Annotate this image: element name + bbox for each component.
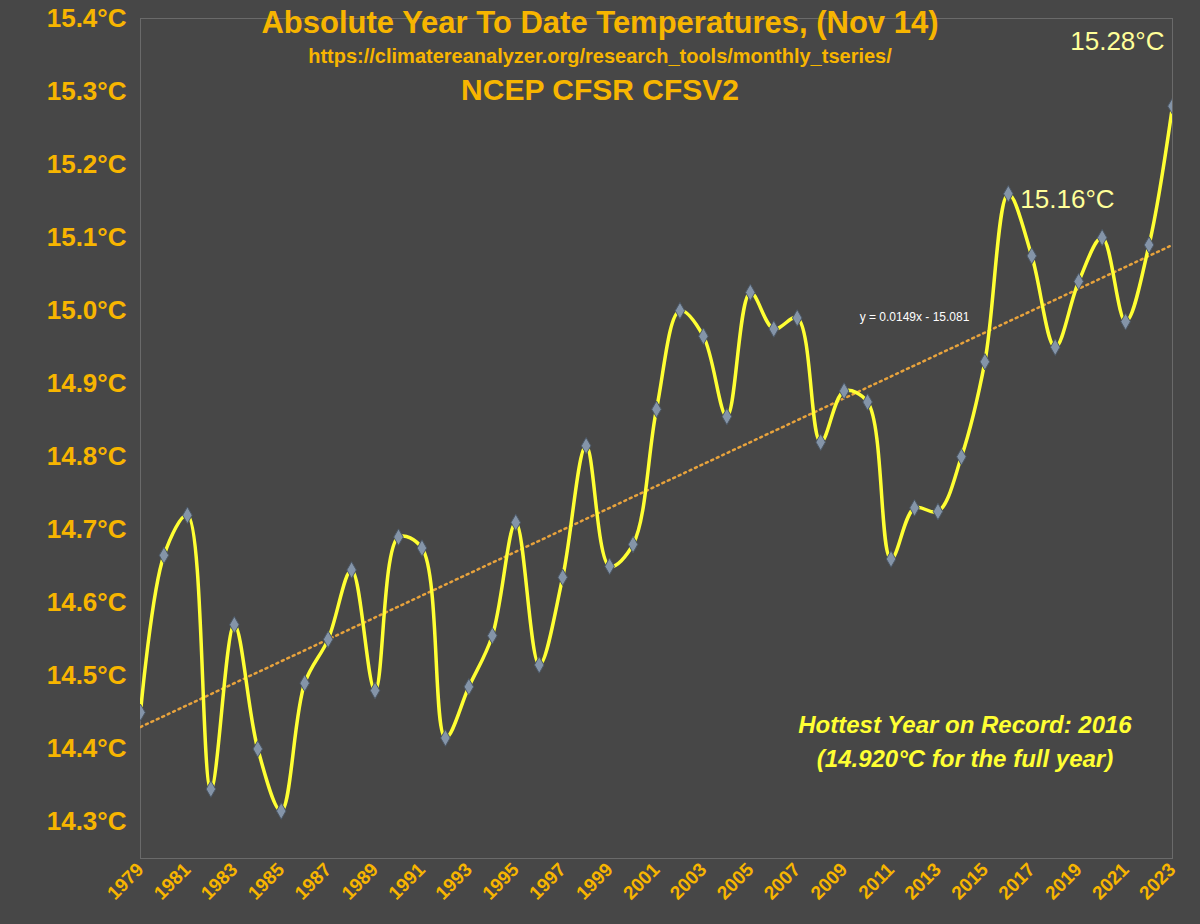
svg-text:2009: 2009: [807, 859, 852, 904]
svg-text:1979: 1979: [103, 859, 148, 904]
svg-text:15.28°C: 15.28°C: [1070, 26, 1164, 56]
svg-text:2023: 2023: [1135, 859, 1180, 904]
svg-text:15.16°C: 15.16°C: [1020, 184, 1114, 214]
html-text:Absolute Year To Date Temperat: Absolute Year To Date Temperatures, (Nov…: [261, 5, 939, 40]
svg-text:1985: 1985: [244, 858, 289, 903]
svg-text:14.8°C: 14.8°C: [47, 441, 127, 471]
svg-text:14.6°C: 14.6°C: [47, 587, 127, 617]
svg-text:15.1°C: 15.1°C: [47, 222, 127, 252]
svg-text:14.9°C: 14.9°C: [47, 368, 127, 398]
svg-text:1983: 1983: [197, 859, 242, 904]
svg-text:1993: 1993: [431, 859, 476, 904]
svg-text:2011: 2011: [854, 858, 898, 902]
svg-text:2013: 2013: [900, 859, 945, 904]
svg-text:14.4°C: 14.4°C: [47, 733, 127, 763]
svg-text:1999: 1999: [572, 859, 617, 904]
svg-text:14.5°C: 14.5°C: [47, 660, 127, 690]
svg-text:2021: 2021: [1088, 858, 1133, 903]
svg-text:1987: 1987: [291, 859, 336, 904]
svg-text:1991: 1991: [384, 858, 429, 903]
html-text:https://climatereanalyzer.org/: https://climatereanalyzer.org/research_t…: [308, 45, 892, 67]
svg-text:2001: 2001: [619, 858, 664, 903]
svg-text:2015: 2015: [947, 858, 992, 903]
html-text:(14.920°C for the full year): (14.920°C for the full year): [816, 745, 1114, 772]
svg-text:2019: 2019: [1041, 859, 1086, 904]
svg-text:2017: 2017: [994, 859, 1039, 904]
svg-text:15.3°C: 15.3°C: [47, 76, 127, 106]
html-text:NCEP CFSR CFSV2: NCEP CFSR CFSV2: [461, 73, 739, 106]
svg-text:1995: 1995: [478, 858, 523, 903]
svg-text:2007: 2007: [760, 859, 805, 904]
svg-text:y = 0.0149x - 15.081: y = 0.0149x - 15.081: [860, 310, 970, 324]
svg-text:15.0°C: 15.0°C: [47, 295, 127, 325]
svg-text:14.3°C: 14.3°C: [47, 806, 127, 836]
svg-text:15.4°C: 15.4°C: [47, 3, 127, 33]
svg-text:2003: 2003: [666, 859, 711, 904]
html-text:Hottest Year on Record: 2016: Hottest Year on Record: 2016: [798, 711, 1132, 738]
svg-text:1997: 1997: [525, 859, 570, 904]
svg-text:14.7°C: 14.7°C: [47, 514, 127, 544]
svg-text:2005: 2005: [713, 858, 758, 903]
svg-text:1989: 1989: [337, 859, 382, 904]
svg-text:15.2°C: 15.2°C: [47, 149, 127, 179]
svg-text:1981: 1981: [150, 858, 195, 903]
